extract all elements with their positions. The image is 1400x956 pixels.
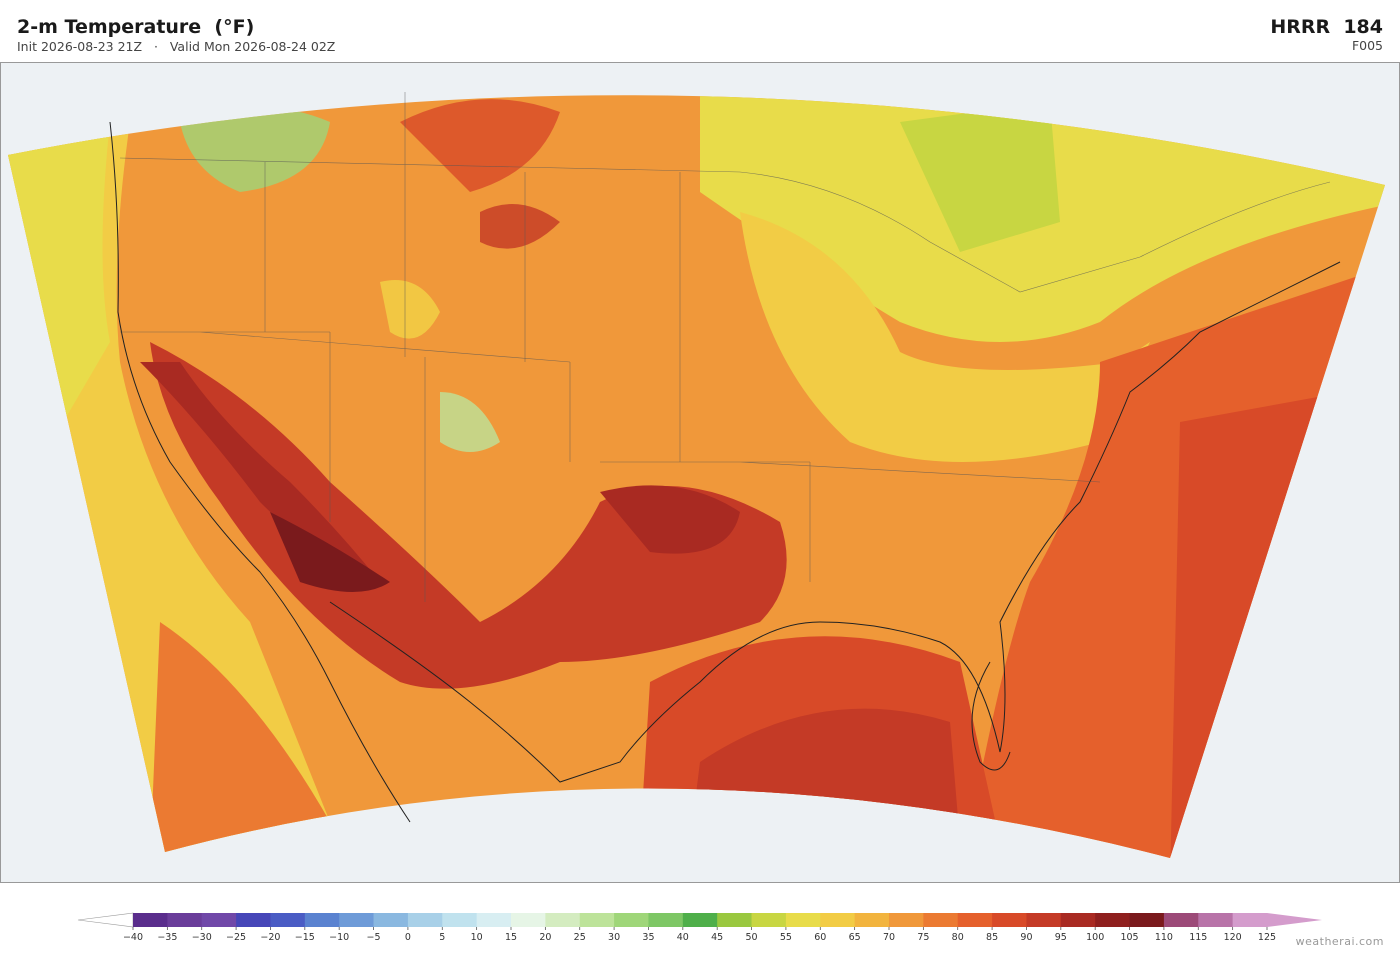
colorbar-tick-label: 65 — [849, 932, 861, 943]
colorbar-segment — [270, 913, 306, 927]
colorbar-segment — [751, 913, 787, 927]
colorbar-tick-label: −40 — [123, 932, 143, 943]
colorbar-segment — [957, 913, 993, 927]
colorbar: −40 −35 −30 −25 −20 −15 −10 −5 0 5 10 15 20 25 30 35 40 4… — [77, 912, 1322, 943]
colorbar-tick-label: 5 — [439, 932, 445, 943]
colorbar-segment — [373, 913, 409, 927]
colorbar-tick-label: −5 — [367, 932, 381, 943]
colorbar-tick-label: −20 — [260, 932, 280, 943]
colorbar-tick-label: 25 — [574, 932, 586, 943]
colorbar-tick-label: 75 — [917, 932, 929, 943]
colorbar-tick-label: 15 — [505, 932, 517, 943]
colorbar-tick-label: 105 — [1120, 932, 1138, 943]
colorbar-tick-label: 125 — [1258, 932, 1276, 943]
colorbar-segment — [236, 913, 271, 927]
colorbar-segment — [717, 913, 752, 927]
temperature-field — [8, 95, 1385, 858]
colorbar-segment — [682, 913, 718, 927]
colorbar-tick-label: 20 — [539, 932, 551, 943]
colorbar-segment — [511, 913, 546, 927]
colorbar-segment — [889, 913, 924, 927]
colorbar-segment — [579, 913, 615, 927]
colorbar-segment — [1129, 913, 1165, 927]
colorbar-tick-label: 60 — [814, 932, 826, 943]
colorbar-segment — [785, 913, 821, 927]
colorbar-tick-label: 100 — [1086, 932, 1104, 943]
map — [0, 62, 1400, 883]
model-label: HRRR 184 — [1270, 16, 1383, 38]
colorbar-tick-label: 0 — [405, 932, 411, 943]
colorbar-segment — [304, 913, 340, 927]
colorbar-segment — [1232, 913, 1268, 927]
colorbar-over — [1267, 913, 1322, 927]
colorbar-tick-label: 90 — [1020, 932, 1032, 943]
colorbar-tick-label: 45 — [711, 932, 723, 943]
coastlines — [109, 121, 1341, 823]
colorbar-tick-label: 110 — [1155, 932, 1173, 943]
colorbar-tick-label: −10 — [329, 932, 349, 943]
map-title: 2-m Temperature (°F) — [17, 16, 255, 38]
colorbar-tick-label: −35 — [157, 932, 177, 943]
colorbar-segment — [476, 913, 512, 927]
colorbar-tick-label: 120 — [1224, 932, 1242, 943]
colorbar-segment — [1198, 913, 1234, 927]
colorbar-tick-label: 95 — [1055, 932, 1067, 943]
colorbar-segment — [167, 913, 203, 927]
colorbar-segment — [923, 913, 959, 927]
colorbar-tick-label: −25 — [226, 932, 246, 943]
colorbar-tick-label: 80 — [952, 932, 964, 943]
colorbar-segment — [545, 913, 581, 927]
colorbar-segment — [648, 913, 684, 927]
colorbar-segment — [854, 913, 890, 927]
colorbar-segment — [201, 913, 237, 927]
colorbar-segment — [992, 913, 1027, 927]
colorbar-tick-label: 10 — [471, 932, 483, 943]
colorbar-under — [77, 912, 134, 928]
credit: weatherai.com — [1295, 935, 1384, 948]
colorbar-tick-label: 50 — [745, 932, 757, 943]
forecast-hour: F005 — [1351, 38, 1383, 53]
colorbar-segment — [614, 913, 649, 927]
colorbar-tick-label: 85 — [986, 932, 998, 943]
colorbar-segment — [820, 913, 856, 927]
colorbar-segment — [339, 913, 374, 927]
colorbar-segment — [1095, 913, 1130, 927]
colorbar-segment — [407, 913, 443, 927]
colorbar-tick-label: −15 — [295, 932, 315, 943]
colorbar-segment — [442, 913, 478, 927]
colorbar-segment — [133, 913, 168, 927]
colorbar-tick-label: 40 — [677, 932, 689, 943]
colorbar-tick-label: −30 — [192, 932, 212, 943]
colorbar-tick-label: 70 — [883, 932, 895, 943]
borders — [119, 92, 1331, 602]
colorbar-tick-label: 35 — [642, 932, 654, 943]
colorbar-tick-label: 30 — [608, 932, 620, 943]
colorbar-segment — [1026, 913, 1062, 927]
colorbar-segment — [1163, 913, 1199, 927]
colorbar-segment — [1060, 913, 1096, 927]
map-subtitle: Init 2026-08-23 21Z · Valid Mon 2026-08-… — [17, 39, 336, 54]
colorbar-tick-label: 115 — [1189, 932, 1207, 943]
colorbar-tick-label: 55 — [780, 932, 792, 943]
